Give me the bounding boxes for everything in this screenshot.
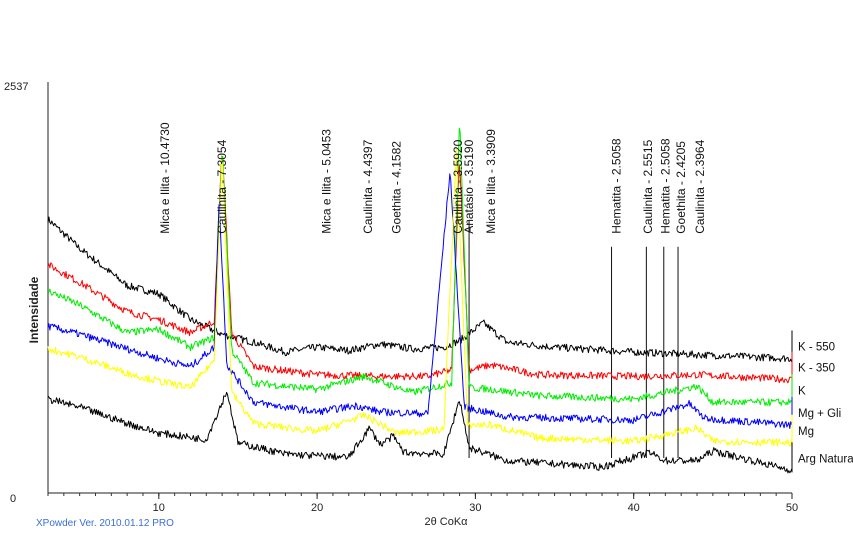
y-axis-title: Intensidade: [27, 276, 41, 343]
series-label-k-550: K - 550: [798, 342, 835, 354]
series-labels: K - 550 K - 350 K Mg + Gli Mg Arg Natural: [791, 330, 853, 473]
series-line-k: [47, 127, 792, 407]
software-footer: XPowder Ver. 2010.01.12 PRO: [36, 518, 174, 529]
peak-annotation: Mica e Ilita - 3.3909: [484, 129, 498, 234]
y-axis: 2537 0 Intensidade: [4, 81, 49, 505]
x-tick-label: 20: [311, 502, 323, 514]
x-tick-label: 30: [469, 502, 481, 514]
series-layer: [47, 127, 793, 474]
peak-annotation: Mica e Ilita - 5.0453: [320, 129, 334, 234]
peak-annotation: Caulinita - 7.3054: [215, 139, 229, 233]
x-tick-label: 40: [628, 502, 640, 514]
series-label-k: K: [798, 385, 806, 397]
y-tick-label-max: 2537: [4, 81, 28, 93]
peak-annotation: Caulinita - 2.5515: [641, 139, 655, 233]
peak-annotation: Anatásio - 3.5190: [462, 139, 476, 233]
peak-marker-lines: [468, 220, 679, 458]
y-tick-label-min: 0: [10, 493, 16, 505]
x-axis-title: 2θ CoKα: [424, 516, 468, 528]
series-line-k-350: [47, 155, 792, 384]
peak-annotation: Caulinita - 4.4397: [361, 139, 375, 233]
series-line-k-550: [47, 216, 793, 363]
peak-annotation: Goethita - 4.1582: [389, 141, 403, 234]
x-tick-label: 50: [786, 502, 798, 514]
x-major-ticks: 10 20 30 40 50: [153, 493, 798, 514]
peak-annotation: Mica e Ilita - 10.4730: [158, 122, 172, 234]
series-label-mg-gli: Mg + Gli: [798, 408, 841, 420]
peak-annotation: Hematita - 2.5058: [658, 138, 672, 234]
x-minor-ticks: [47, 493, 793, 496]
series-line-mg-gli: [47, 173, 793, 429]
series-line-mg: [47, 147, 793, 447]
peak-annotation: Hematita - 2.5058: [609, 138, 623, 234]
series-label-arg-natural: Arg Natural: [798, 453, 853, 465]
series-label-k-350: K - 350: [798, 363, 835, 375]
peak-annotation: Caulinita - 3.5920: [451, 139, 465, 233]
x-axis: 10 20 30 40 50 2θ CoKα: [47, 492, 798, 528]
series-label-mg: Mg: [798, 426, 814, 438]
peak-annotations: Mica e Ilita - 10.4730 Caulinita - 7.3054…: [158, 122, 707, 234]
series-line-arg-natural: [47, 391, 793, 474]
peak-annotation: Caulinita - 2.3964: [693, 139, 707, 233]
peak-annotation: Goethita - 2.4205: [674, 141, 688, 234]
x-tick-label: 10: [153, 502, 165, 514]
